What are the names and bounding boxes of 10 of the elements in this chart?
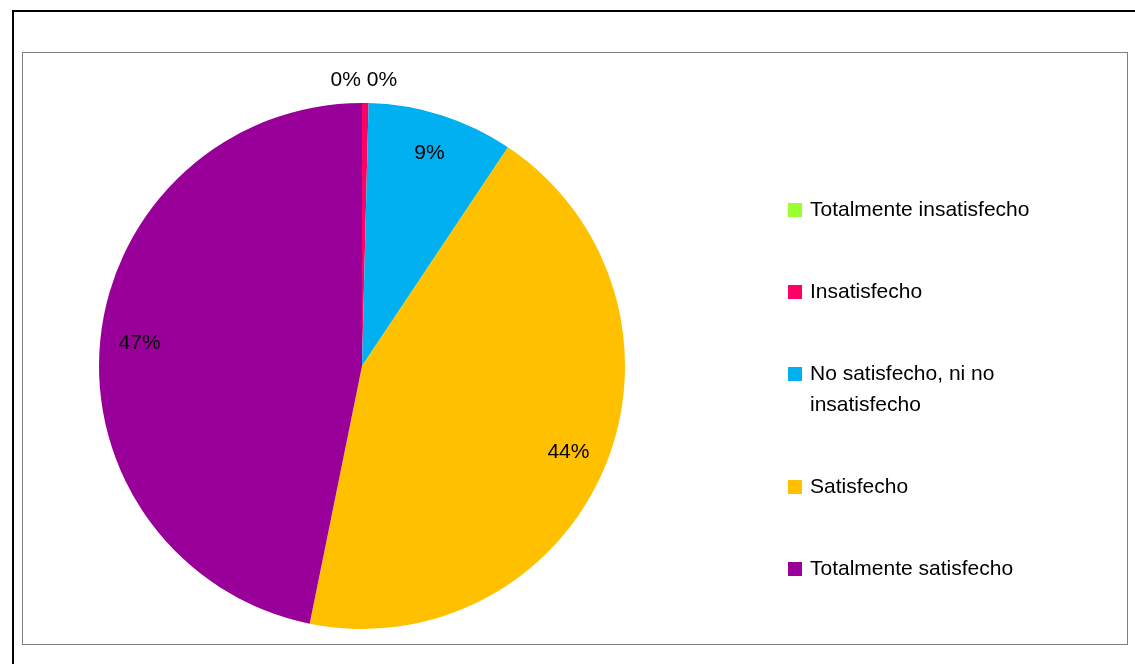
legend-label: Satisfecho xyxy=(810,473,909,497)
legend-label: Totalmente satisfecho xyxy=(810,555,1014,579)
data-label: 44% xyxy=(547,438,590,462)
data-label: 0% xyxy=(366,66,398,90)
legend-label: No satisfecho, ni no insatisfecho xyxy=(810,360,995,415)
legend-label: Insatisfecho xyxy=(810,278,923,302)
data-label: 47% xyxy=(118,330,161,354)
text: 0% xyxy=(330,66,361,90)
data-label: 9% xyxy=(414,139,445,163)
legend-label: Totalmente insatisfecho xyxy=(810,196,1030,220)
